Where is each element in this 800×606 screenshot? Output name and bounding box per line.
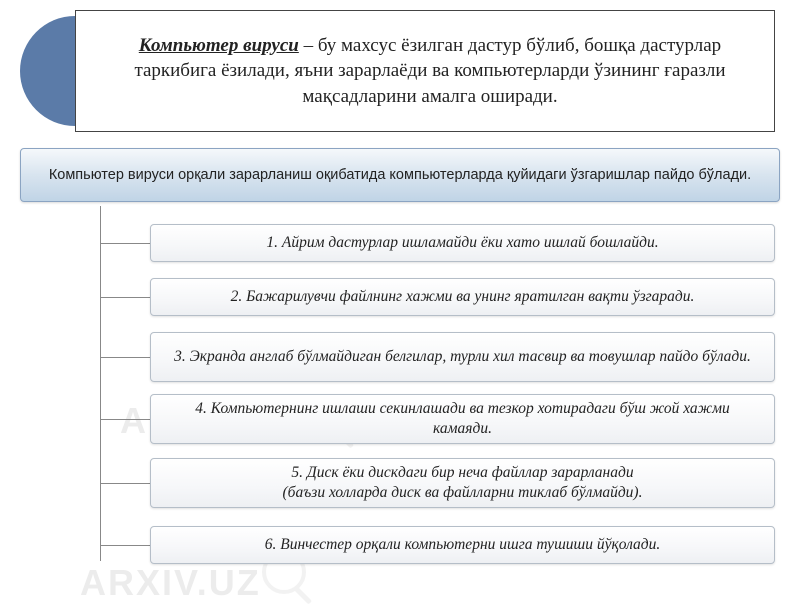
list-item-box: 5. Диск ёки дискдаги бир неча файллар за… [150,458,775,508]
list-item-text: 6. Винчестер орқали компьютерни ишга туш… [265,535,661,555]
definition-text: Компьютер вируси – бу махсус ёзилган дас… [121,33,739,110]
list-item-box: 2. Бажарилувчи файлнинг хажми ва унинг я… [150,278,775,316]
list-item: 6. Винчестер орқали компьютерни ишга туш… [20,526,780,564]
subheader-box: Компьютер вируси орқали зарарланиш оқиба… [20,148,780,202]
tree-branch-line [100,297,150,298]
list-item: 1. Айрим дастурлар ишламайди ёки хато иш… [20,224,780,262]
list-item-box: 1. Айрим дастурлар ишламайди ёки хато иш… [150,224,775,262]
list-item-text: 4. Компьютернинг ишлаши секинлашади ва т… [165,399,760,439]
subheader-text: Компьютер вируси орқали зарарланиш оқиба… [49,167,751,183]
list-item-box: 3. Экранда англаб бўлмайдиган белгилар, … [150,332,775,382]
list-item-text: 1. Айрим дастурлар ишламайди ёки хато иш… [266,233,658,253]
tree-branch-line [100,357,150,358]
list-item: 5. Диск ёки дискдаги бир неча файллар за… [20,458,780,508]
list-item: 4. Компьютернинг ишлаши секинлашади ва т… [20,394,780,444]
definition-term: Компьютер вируси [139,35,299,56]
list-item-box: 4. Компьютернинг ишлаши секинлашади ва т… [150,394,775,444]
tree-branch-line [100,483,150,484]
tree-branch-line [100,545,150,546]
list-item-text: 5. Диск ёки дискдаги бир неча файллар за… [283,463,643,503]
definition-box: Компьютер вируси – бу махсус ёзилган дас… [75,10,775,132]
list-tree: 1. Айрим дастурлар ишламайди ёки хато иш… [20,206,780,586]
tree-branch-line [100,419,150,420]
list-item-box: 6. Винчестер орқали компьютерни ишга туш… [150,526,775,564]
list-item-text: 3. Экранда англаб бўлмайдиган белгилар, … [174,347,751,367]
header-block: Компьютер вируси – бу махсус ёзилган дас… [20,10,780,132]
list-item: 3. Экранда англаб бўлмайдиган белгилар, … [20,332,780,382]
tree-branch-line [100,243,150,244]
list-item-text: 2. Бажарилувчи файлнинг хажми ва унинг я… [231,287,695,307]
list-item: 2. Бажарилувчи файлнинг хажми ва унинг я… [20,278,780,316]
